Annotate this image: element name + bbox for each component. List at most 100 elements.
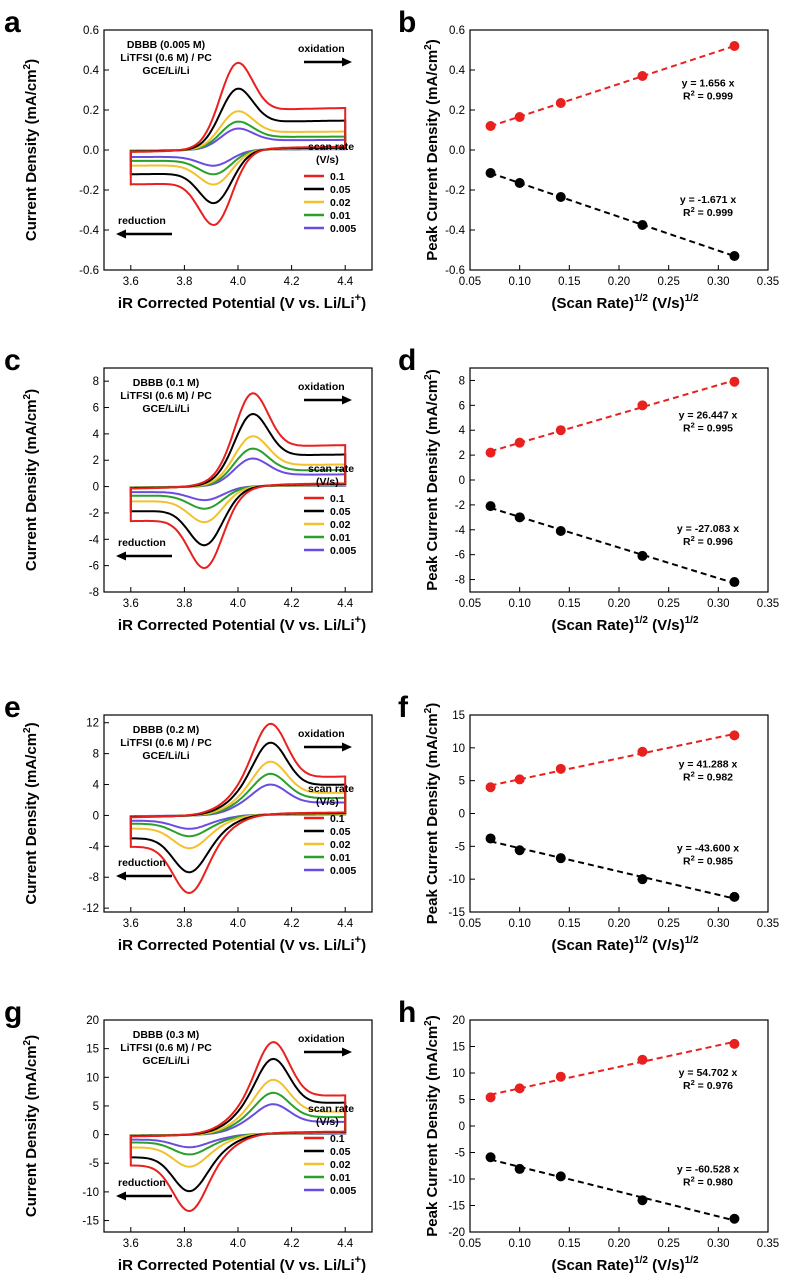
fit-h-xtick-label: 0.35 [757, 1238, 779, 1250]
fit-r2-oxidation: R2 = 0.995 [683, 421, 733, 435]
fit-equation-oxidation: y = 54.702 x [679, 1067, 738, 1079]
cv-a-xtick-label: 4.0 [230, 276, 246, 288]
panel-letter: b [398, 6, 416, 39]
cv-e-xtick-label: 3.6 [123, 918, 139, 930]
cv-annotation-line: GCE/Li/Li [142, 65, 189, 77]
data-point-reduction [729, 251, 740, 261]
fit-f-ytick-label: -10 [448, 874, 465, 886]
fit-b-ytick-label: 0.0 [449, 145, 465, 157]
oxidation-arrow-head [342, 1047, 352, 1057]
cv-c-ytick-label: -4 [89, 534, 100, 546]
cv-annotation-line: LiTFSI (0.6 M) / PC [120, 52, 212, 64]
legend-entry-0.005: 0.005 [330, 865, 356, 877]
panel-f: f 0.05 0.10 0.15 0.20 0.25 0.30 0.35 -15 -10 -5 0 5 1… [398, 691, 779, 954]
cv-annotation-line: LiTFSI (0.6 M) / PC [120, 1042, 212, 1054]
fit-equation-oxidation: y = 1.656 x [682, 77, 735, 89]
fit-xlabel: (Scan Rate)1/2 (V/s)1/2 [551, 293, 698, 312]
legend-title: scan rate [308, 141, 354, 153]
fit-b-xtick-label: 0.20 [608, 276, 630, 288]
data-point-reduction [555, 192, 566, 202]
cv-g-xtick-label: 3.6 [123, 1238, 139, 1250]
data-point-oxidation [555, 98, 566, 108]
fit-d-xtick-label: 0.10 [508, 598, 530, 610]
fit-d-xtick-label: 0.20 [608, 598, 630, 610]
fit-d-ytick-label: -4 [455, 525, 466, 537]
panel-c: c 3.6 3.8 4.0 4.2 4.4 -8 -6 -4 -2 0 2 4 6 8 DBBB (0.1 M… [4, 344, 373, 634]
cv-a-ytick-label: -0.6 [79, 265, 99, 277]
fit-r2-reduction: R2 = 0.999 [683, 205, 733, 219]
legend-entry-0.01: 0.01 [330, 852, 351, 864]
data-point-reduction [729, 1213, 740, 1224]
cv-c-ytick-label: 2 [93, 455, 99, 467]
cv-c-ytick-label: 0 [93, 482, 99, 494]
oxidation-label: oxidation [298, 43, 345, 55]
cv-xlabel: iR Corrected Potential (V vs. Li/Li+) [118, 934, 366, 954]
fit-xlabel: (Scan Rate)1/2 (V/s)1/2 [551, 935, 698, 954]
fit-d-xtick-label: 0.35 [757, 598, 779, 610]
legend-entry-0.05: 0.05 [330, 826, 351, 838]
cv-c-xtick-label: 4.0 [230, 598, 246, 610]
fit-h-ytick-label: 20 [452, 1015, 465, 1027]
cv-ylabel: Current Density (mA/cm2) [22, 59, 40, 241]
legend-title: scan rate [308, 783, 354, 795]
fit-b-ytick-label: 0.4 [449, 65, 466, 77]
data-point-oxidation [637, 746, 648, 757]
reduction-arrow-head [116, 1191, 126, 1201]
cv-ylabel: Current Density (mA/cm2) [22, 1035, 40, 1217]
cv-a-ytick-label: -0.2 [79, 185, 99, 197]
oxidation-label: oxidation [298, 1033, 345, 1045]
cv-g-xtick-label: 4.2 [284, 1238, 300, 1250]
fit-f-ytick-label: 0 [459, 809, 465, 821]
fit-equation-reduction: y = -60.528 x [677, 1164, 739, 1176]
fit-h-xtick-label: 0.25 [657, 1238, 679, 1250]
cv-a-ytick-label: 0.4 [83, 65, 100, 77]
fit-b-xtick-label: 0.15 [558, 276, 580, 288]
fit-f-ytick-label: 15 [452, 710, 465, 722]
fit-ylabel: Peak Current Density (mA/cm2) [423, 369, 441, 590]
cv-g-xtick-label: 3.8 [176, 1238, 192, 1250]
fit-h-ytick-label: 10 [452, 1068, 465, 1080]
fit-line-oxidation [490, 44, 735, 128]
fit-equation-oxidation: y = 26.447 x [679, 410, 738, 422]
cv-annotation-line: GCE/Li/Li [142, 1055, 189, 1067]
panel-letter: c [4, 344, 21, 377]
panel-letter: g [4, 996, 22, 1029]
reduction-arrow-head [116, 229, 126, 239]
cv-annotation-line: LiTFSI (0.6 M) / PC [120, 737, 212, 749]
reduction-label: reduction [118, 537, 166, 549]
fit-f-xtick-label: 0.25 [657, 918, 679, 930]
data-point-reduction [555, 1171, 566, 1182]
cv-a-ytick-label: 0.6 [83, 25, 99, 37]
fit-h-ytick-label: -20 [448, 1227, 465, 1239]
fit-b-ytick-label: 0.2 [449, 105, 465, 117]
data-point-oxidation [637, 71, 648, 81]
cv-c-ytick-label: -8 [89, 587, 99, 599]
reduction-label: reduction [118, 1177, 166, 1189]
legend-entry-0.02: 0.02 [330, 839, 351, 851]
data-point-reduction [729, 577, 740, 588]
legend-entry-0.01: 0.01 [330, 532, 351, 544]
data-point-oxidation [729, 41, 740, 51]
fit-f-xtick-label: 0.05 [459, 918, 481, 930]
fit-f-xtick-label: 0.30 [707, 918, 729, 930]
cv-a-ytick-label: 0.2 [83, 105, 99, 117]
plot-frame [469, 714, 769, 913]
fit-line-oxidation [490, 732, 735, 787]
cv-g-ytick-label: 15 [86, 1044, 99, 1056]
cv-g-xtick-label: 4.4 [337, 1238, 354, 1250]
legend-entry-0.1: 0.1 [330, 813, 345, 825]
fit-ylabel: Peak Current Density (mA/cm2) [423, 1015, 441, 1236]
cv-e-ytick-label: 12 [86, 718, 99, 730]
legend-entry-0.05: 0.05 [330, 184, 351, 196]
oxidation-label: oxidation [298, 728, 345, 740]
fit-xlabel: (Scan Rate)1/2 (V/s)1/2 [551, 1255, 698, 1274]
legend-entry-0.1: 0.1 [330, 493, 345, 505]
fit-r2-reduction: R2 = 0.985 [683, 853, 733, 867]
legend-subtitle: (V/s) [316, 476, 339, 488]
cv-xlabel: iR Corrected Potential (V vs. Li/Li+) [118, 1254, 366, 1274]
data-point-oxidation [485, 121, 496, 131]
cv-g-ytick-label: -5 [89, 1158, 99, 1170]
fit-xlabel: (Scan Rate)1/2 (V/s)1/2 [551, 615, 698, 634]
cv-ylabel: Current Density (mA/cm2) [22, 389, 40, 571]
